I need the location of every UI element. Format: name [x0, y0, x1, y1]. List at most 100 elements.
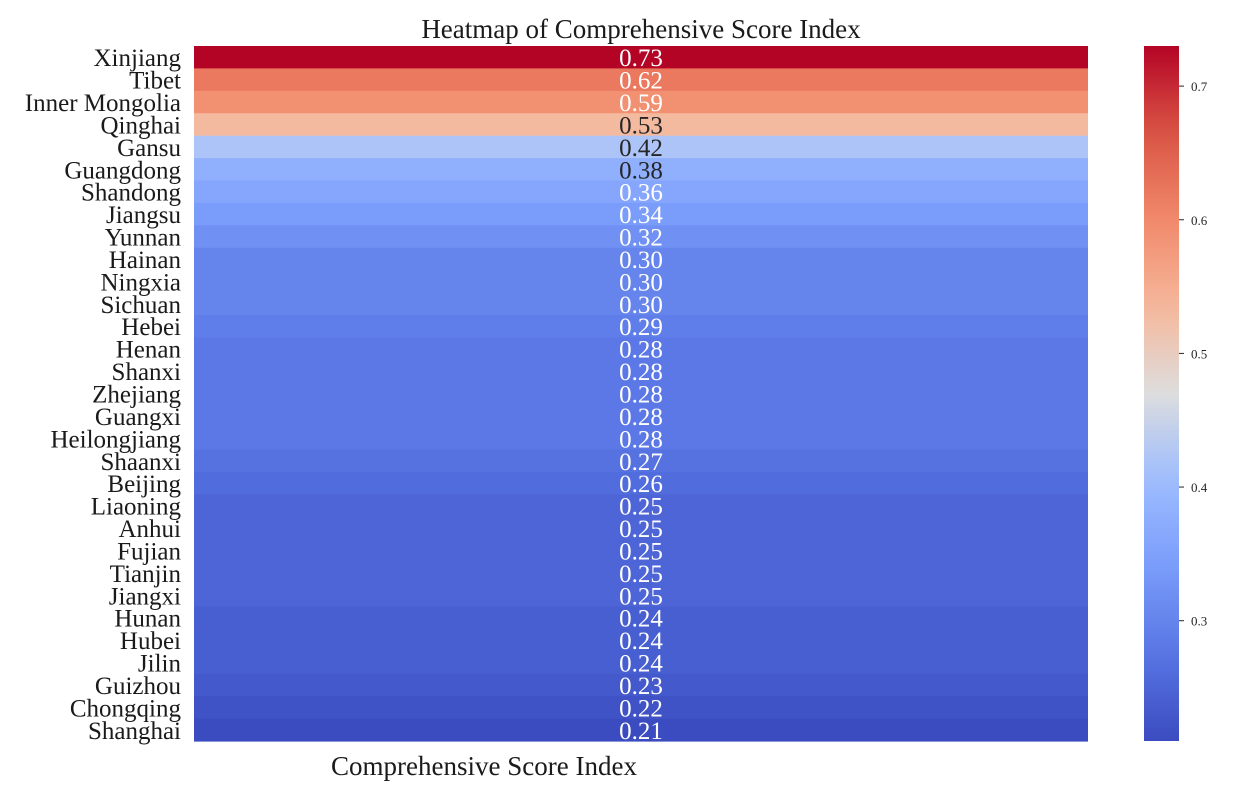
- row-tick-label: Guangdong: [64, 157, 181, 184]
- colorbar-tick-label: 0.3: [1191, 614, 1207, 629]
- cell-value-label: 0.25: [619, 494, 663, 521]
- heatmap-cell: [194, 561, 1088, 585]
- heatmap-rows: 0.73 Xinjiang 0.62 Tibet 0.59 Inner Mongolia 0…: [25, 45, 1088, 745]
- heatmap-cell: [194, 382, 1088, 406]
- heatmap-cell: [194, 471, 1088, 495]
- cell-value-label: 0.28: [619, 337, 663, 364]
- cell-value-label: 0.73: [619, 45, 663, 72]
- cell-value-label: 0.25: [619, 538, 663, 565]
- heatmap-cell: [194, 673, 1088, 697]
- cell-value-label: 0.36: [619, 180, 663, 207]
- heatmap-cell: [194, 46, 1088, 70]
- row-tick-label: Qinghai: [100, 112, 181, 139]
- heatmap-cell: [194, 404, 1088, 428]
- cell-value-label: 0.25: [619, 516, 663, 543]
- heatmap-cell: [194, 584, 1088, 608]
- cell-value-label: 0.26: [619, 471, 663, 498]
- row-tick-label: Shaanxi: [100, 449, 181, 476]
- row-tick-label: Hunan: [114, 606, 181, 633]
- heatmap-cell: [194, 718, 1088, 742]
- cell-value-label: 0.53: [619, 112, 663, 139]
- heatmap-cell: [194, 337, 1088, 361]
- row-tick-label: Jilin: [138, 651, 182, 678]
- heatmap-cell: [194, 449, 1088, 473]
- heatmap-cell: [194, 68, 1088, 92]
- cell-value-label: 0.22: [619, 695, 663, 722]
- row-tick-label: Hubei: [120, 628, 181, 655]
- cell-value-label: 0.28: [619, 404, 663, 431]
- heatmap-cell: [194, 90, 1088, 114]
- cell-value-label: 0.25: [619, 561, 663, 588]
- x-axis-label: Comprehensive Score Index: [331, 751, 637, 781]
- chart-title: Heatmap of Comprehensive Score Index: [421, 14, 861, 44]
- heatmap-cell: [194, 606, 1088, 630]
- row-tick-label: Fujian: [117, 538, 181, 565]
- row-tick-label: Guangxi: [95, 404, 181, 431]
- heatmap-cell: [194, 494, 1088, 518]
- heatmap-cell: [194, 359, 1088, 383]
- row-tick-label: Inner Mongolia: [25, 90, 181, 117]
- heatmap-cell: [194, 696, 1088, 720]
- cell-value-label: 0.30: [619, 292, 663, 319]
- heatmap-cell: [194, 427, 1088, 451]
- colorbar-tick-label: 0.7: [1191, 79, 1208, 94]
- row-tick-label: Zhejiang: [92, 382, 181, 409]
- row-tick-label: Chongqing: [70, 695, 182, 722]
- cell-value-label: 0.30: [619, 269, 663, 296]
- cell-value-label: 0.62: [619, 68, 663, 95]
- row-tick-label: Hainan: [109, 247, 182, 274]
- colorbar-tick-label: 0.5: [1191, 346, 1207, 361]
- row-tick-label: Jiangsu: [106, 202, 182, 229]
- row-tick-label: Beijing: [107, 471, 181, 498]
- cell-value-label: 0.24: [619, 651, 663, 678]
- cell-value-label: 0.24: [619, 628, 663, 655]
- cell-value-label: 0.27: [619, 449, 663, 476]
- cell-value-label: 0.59: [619, 90, 663, 117]
- cell-value-label: 0.32: [619, 225, 663, 252]
- heatmap-cell: [194, 180, 1088, 204]
- colorbar: 0.3 0.4 0.5 0.6 0.7: [1144, 46, 1208, 741]
- heatmap-cell: [194, 292, 1088, 316]
- heatmap-cell: [194, 651, 1088, 675]
- row-tick-label: Ningxia: [100, 269, 181, 296]
- row-tick-label: Shandong: [81, 180, 182, 207]
- cell-value-label: 0.34: [619, 202, 663, 229]
- heatmap-cell: [194, 270, 1088, 294]
- row-tick-label: Gansu: [117, 135, 181, 162]
- cell-value-label: 0.42: [619, 135, 663, 162]
- row-tick-label: Liaoning: [91, 494, 182, 521]
- heatmap-cell: [194, 628, 1088, 652]
- row-tick-label: Henan: [116, 337, 182, 364]
- row-tick-label: Yunnan: [105, 225, 182, 252]
- row-tick-label: Shanxi: [112, 359, 182, 386]
- heatmap-cell: [194, 247, 1088, 271]
- cell-value-label: 0.38: [619, 157, 663, 184]
- heatmap-cell: [194, 225, 1088, 249]
- row-tick-label: Xinjiang: [94, 45, 182, 72]
- heatmap-cell: [194, 315, 1088, 339]
- cell-value-label: 0.29: [619, 314, 663, 341]
- heatmap-cell: [194, 202, 1088, 226]
- row-tick-label: Tibet: [129, 68, 181, 95]
- row-tick-label: Sichuan: [100, 292, 181, 319]
- cell-value-label: 0.28: [619, 426, 663, 453]
- heatmap-cell: [194, 113, 1088, 137]
- cell-value-label: 0.21: [619, 718, 663, 745]
- heatmap-cell: [194, 516, 1088, 540]
- cell-value-label: 0.28: [619, 359, 663, 386]
- heatmap-cell: [194, 158, 1088, 182]
- cell-value-label: 0.23: [619, 673, 663, 700]
- row-tick-label: Anhui: [119, 516, 182, 543]
- row-tick-label: Tianjin: [110, 561, 182, 588]
- row-tick-label: Hebei: [121, 314, 181, 341]
- colorbar-gradient: [1144, 46, 1179, 741]
- cell-value-label: 0.24: [619, 606, 663, 633]
- cell-value-label: 0.25: [619, 583, 663, 610]
- row-tick-label: Jiangxi: [109, 583, 181, 610]
- row-tick-label: Guizhou: [95, 673, 182, 700]
- cell-value-label: 0.28: [619, 382, 663, 409]
- cell-value-label: 0.30: [619, 247, 663, 274]
- row-tick-label: Heilongjiang: [50, 426, 181, 453]
- heatmap-cell: [194, 135, 1088, 159]
